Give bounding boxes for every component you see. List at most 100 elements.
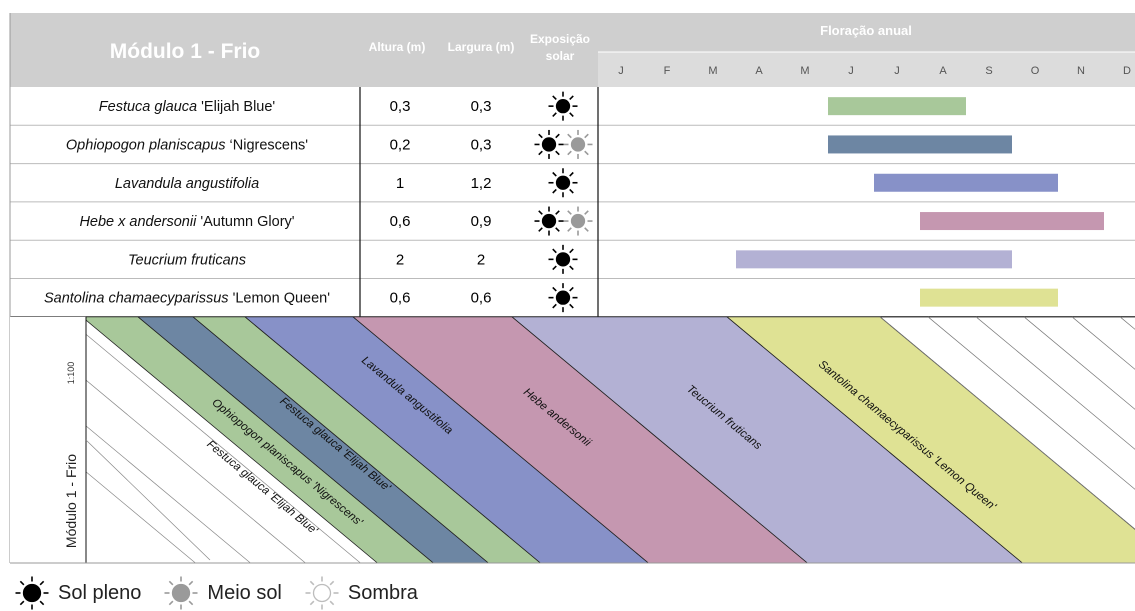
plan-scale: 1:100 — [66, 362, 76, 385]
plant-name: Santolina chamaecyparissus 'Lemon Queen' — [44, 291, 330, 307]
sol-pleno-icon — [548, 283, 578, 313]
hatch-line — [1071, 316, 1135, 370]
meio-sol-sun — [164, 576, 198, 610]
legend-item-meio-sol: Meio sol — [159, 576, 282, 610]
plant-height: 0,6 — [390, 290, 411, 307]
plant-height: 0,2 — [390, 136, 411, 153]
month-label: J — [618, 65, 624, 77]
sombra-sun — [305, 576, 339, 610]
plant-name: Teucrium fruticans — [128, 252, 246, 268]
planting-table-and-plan: Módulo 1 - Frio Altura (m) Largura (m) Expo… — [9, 13, 1135, 564]
legend-item-sol-pleno: Sol pleno — [10, 576, 141, 610]
plant-name: Festuca glauca 'Elijah Blue' — [99, 99, 276, 115]
hatch-line — [86, 471, 196, 563]
plant-name: Hebe x andersonii 'Autumn Glory' — [79, 214, 294, 230]
month-label: D — [1123, 65, 1131, 77]
plant-row: Festuca glauca 'Elijah Blue' 0,3 0,3 — [99, 91, 966, 121]
sol-pleno-icon — [15, 576, 49, 610]
legend-label: Sombra — [347, 581, 418, 604]
months-header-bg — [598, 52, 1135, 87]
month-label: A — [939, 65, 947, 77]
plant-row: Lavandula angustifolia 1 1,2 — [115, 168, 1058, 198]
plant-row: Teucrium fruticans 2 2 — [128, 244, 1012, 274]
plant-row: Hebe x andersonii 'Autumn Glory' 0,6 0,9 — [79, 206, 1104, 236]
plant-stripe — [86, 316, 435, 563]
meio-sol-icon — [563, 206, 593, 236]
month-label: F — [664, 65, 671, 77]
module-title: Módulo 1 - Frio — [110, 40, 260, 63]
hatch-line — [85, 439, 211, 561]
sol-pleno-icon — [534, 206, 564, 236]
plant-height: 0,6 — [390, 213, 411, 230]
plant-name: Lavandula angustifolia — [115, 176, 259, 192]
legend-item-sombra: Sombra — [300, 576, 418, 610]
hatch-line — [86, 379, 306, 563]
month-label: N — [1077, 65, 1085, 77]
sol-pleno-icon — [534, 129, 564, 159]
col-header-width: Largura (m) — [448, 40, 515, 54]
bloom-bar — [736, 250, 1012, 269]
plan-module-label: Módulo 1 - Frio — [63, 454, 79, 548]
month-label: A — [755, 65, 763, 77]
plant-name-species: Ophiopogon planiscapus — [66, 137, 226, 153]
sombra-icon — [305, 576, 339, 610]
sol-pleno-icon — [548, 168, 578, 198]
flowering-title: Floração anual — [820, 23, 912, 38]
legend-label: Meio sol — [207, 581, 282, 604]
hatch-line — [879, 316, 1135, 530]
plant-stripe — [511, 316, 1024, 563]
col-header-height: Altura (m) — [369, 40, 426, 54]
plant-width: 0,6 — [471, 290, 492, 307]
plant-width: 0,3 — [471, 136, 492, 153]
meio-sol-icon — [164, 576, 198, 610]
hatch-line — [927, 316, 1135, 490]
bloom-bar — [874, 173, 1058, 192]
col-header-exposure-2: solar — [546, 49, 575, 63]
plant-height: 1 — [396, 175, 404, 192]
plant-stripe — [244, 316, 650, 563]
col-header-exposure-1: Exposição — [530, 32, 590, 46]
hatch-line — [86, 333, 361, 563]
month-label: M — [708, 65, 717, 77]
plant-name-species: Festuca glauca — [99, 99, 197, 115]
plant-width: 1,2 — [471, 175, 492, 192]
plant-name-cultivar: 'Lemon Queen' — [229, 291, 331, 307]
plant-name-species: Hebe x andersonii — [79, 214, 197, 230]
plant-name-cultivar: 'Autumn Glory' — [196, 214, 294, 230]
month-label: J — [848, 65, 854, 77]
plant-stripe — [137, 316, 490, 563]
plant-name-cultivar: ‘Nigrescens' — [226, 137, 309, 153]
sol-pleno-icon — [548, 244, 578, 274]
plant-width: 2 — [477, 251, 485, 268]
month-label: S — [985, 65, 992, 77]
sol-pleno-sun — [15, 576, 49, 610]
plant-width: 0,3 — [471, 98, 492, 115]
plant-height: 0,3 — [390, 98, 411, 115]
exposure-legend: Sol pleno Meio sol Sombra — [10, 576, 436, 610]
plant-name-species: Teucrium fruticans — [128, 252, 246, 268]
bloom-bar — [920, 288, 1058, 307]
plant-row: Santolina chamaecyparissus 'Lemon Queen'… — [44, 283, 1058, 313]
plan-view: Festuca glauca 'Elijah Blue'Ophiopogon p… — [86, 316, 1135, 563]
plant-name: Ophiopogon planiscapus ‘Nigrescens' — [66, 137, 308, 153]
hatch-line — [86, 425, 251, 563]
plant-stripe — [192, 316, 542, 563]
legend-label: Sol pleno — [58, 581, 142, 604]
bloom-bar — [828, 135, 1012, 154]
meio-sol-icon — [563, 129, 593, 159]
plant-stripe — [352, 316, 809, 563]
sol-pleno-icon — [548, 91, 578, 121]
plant-width: 0,9 — [471, 213, 492, 230]
plant-height: 2 — [396, 251, 404, 268]
bloom-bar — [828, 97, 966, 116]
hatch-line — [1023, 316, 1135, 410]
month-label: M — [800, 65, 809, 77]
month-label: O — [1031, 65, 1040, 77]
plant-name-species: Santolina chamaecyparissus — [44, 291, 229, 307]
plant-name-cultivar: 'Elijah Blue' — [197, 99, 275, 115]
hatch-line — [975, 316, 1135, 450]
month-label: J — [894, 65, 900, 77]
plant-name-species: Lavandula angustifolia — [115, 176, 259, 192]
plant-row: Ophiopogon planiscapus ‘Nigrescens' 0,2 0,… — [66, 129, 1012, 159]
